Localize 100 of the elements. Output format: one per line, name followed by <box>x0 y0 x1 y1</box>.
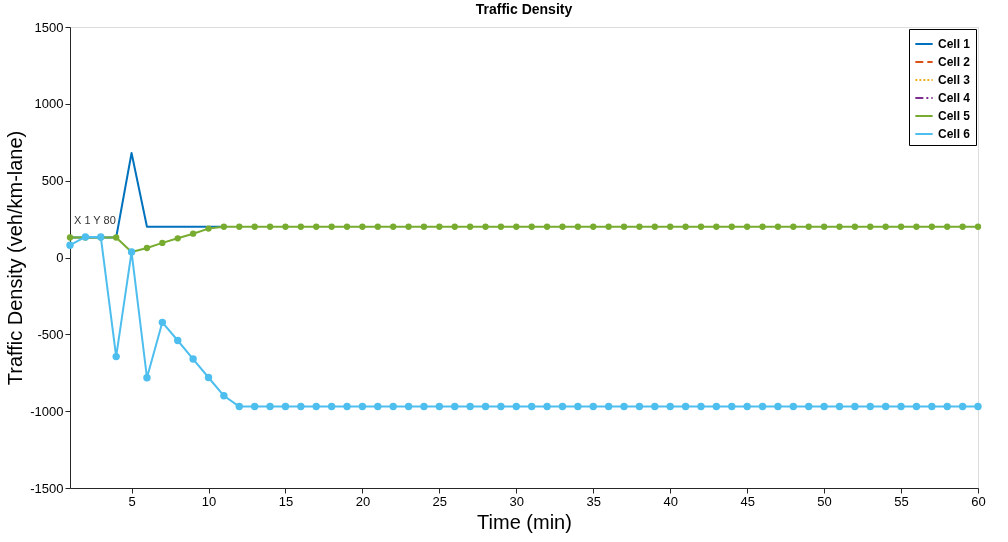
point <box>266 223 274 230</box>
y-tick-label: -1500 <box>30 480 64 496</box>
point <box>374 402 382 411</box>
point <box>559 223 566 230</box>
point <box>312 402 320 411</box>
x-tick-label: 15 <box>278 493 294 509</box>
point <box>512 402 521 411</box>
point <box>774 223 782 230</box>
point <box>681 402 690 411</box>
point <box>636 223 643 230</box>
point <box>728 223 735 230</box>
point <box>820 402 828 411</box>
point <box>236 223 243 230</box>
point <box>235 402 243 411</box>
x-tick-label: 55 <box>894 493 909 509</box>
point <box>851 402 859 411</box>
y-tick-label: 1500 <box>34 19 64 35</box>
annotation: X 1 Y 80 <box>74 214 116 227</box>
x-tick-label: 45 <box>740 493 755 509</box>
point <box>743 402 751 411</box>
point <box>204 373 213 382</box>
point <box>343 223 351 230</box>
point <box>66 234 74 241</box>
chart-title: Traffic Density <box>475 1 573 17</box>
point <box>835 402 844 411</box>
y-tick-label: 0 <box>56 250 64 265</box>
point <box>143 373 151 382</box>
point <box>912 402 921 411</box>
point <box>913 223 920 230</box>
point <box>867 223 874 230</box>
point <box>328 223 335 230</box>
point <box>466 402 474 411</box>
x-tick-label: 25 <box>432 493 448 509</box>
point <box>327 402 336 411</box>
point <box>250 402 259 411</box>
point <box>358 402 367 411</box>
legend-label: Cell 5 <box>938 109 971 123</box>
point <box>558 402 567 411</box>
point <box>405 223 412 230</box>
point <box>774 402 782 411</box>
point <box>66 241 74 249</box>
point <box>697 223 705 230</box>
point <box>635 402 644 411</box>
point <box>420 402 428 411</box>
point <box>667 223 674 230</box>
x-tick-label: 10 <box>201 493 217 509</box>
point <box>605 223 612 230</box>
point <box>374 223 381 230</box>
y-tick-label: 500 <box>41 173 64 189</box>
point <box>497 402 505 411</box>
point <box>944 223 951 230</box>
point <box>943 402 951 411</box>
point <box>159 239 166 247</box>
y-tick-label: 1000 <box>34 96 64 112</box>
x-tick-label: 50 <box>817 493 832 509</box>
point <box>728 402 736 411</box>
point <box>220 223 228 230</box>
point <box>266 402 274 411</box>
point <box>174 336 182 345</box>
x-axis-title: Time (min) <box>477 510 572 533</box>
point <box>189 355 197 363</box>
point <box>528 223 535 230</box>
point <box>481 402 490 411</box>
point <box>589 402 597 411</box>
point <box>620 223 628 230</box>
point <box>451 223 458 230</box>
point <box>513 223 520 230</box>
point <box>466 223 474 230</box>
y-axis-title: Traffic Density (veh/km-lane) <box>4 130 27 386</box>
point <box>543 223 551 230</box>
point <box>959 223 966 230</box>
point <box>282 223 289 230</box>
point <box>713 223 720 230</box>
point <box>897 402 905 411</box>
point <box>836 223 843 230</box>
point <box>574 223 582 230</box>
point <box>343 402 351 411</box>
point <box>743 223 751 230</box>
point <box>436 223 443 230</box>
point <box>574 402 582 411</box>
point <box>851 223 859 230</box>
point <box>651 223 658 230</box>
legend-label: Cell 1 <box>938 37 971 51</box>
point <box>928 402 936 411</box>
point <box>451 402 459 411</box>
point <box>220 392 228 400</box>
point <box>866 402 874 411</box>
point <box>590 223 597 230</box>
point <box>281 402 290 411</box>
point <box>297 223 305 230</box>
point <box>543 402 551 411</box>
point <box>805 223 812 230</box>
point <box>928 223 935 230</box>
x-tick-label: 35 <box>586 493 601 509</box>
y-tick-label: -1000 <box>30 403 64 419</box>
legend-label: Cell 6 <box>938 127 971 141</box>
point <box>882 223 889 230</box>
x-tick-label: 5 <box>128 493 136 509</box>
point <box>620 402 628 411</box>
point <box>790 223 797 230</box>
